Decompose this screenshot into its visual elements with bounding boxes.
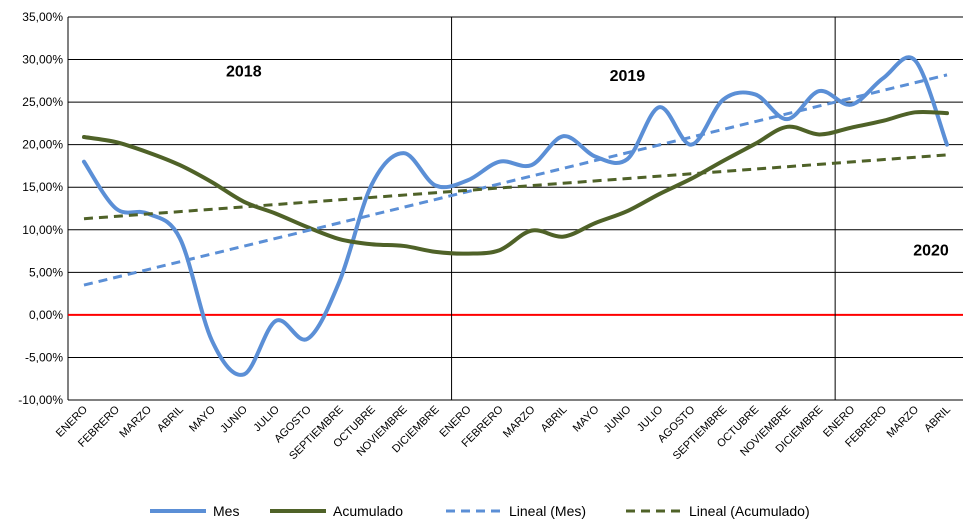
x-tick-label: JULIO — [635, 403, 666, 434]
gridlines — [67, 16, 963, 401]
y-tick-label: 25,00% — [22, 95, 63, 109]
x-tick-label: MAYO — [187, 403, 218, 434]
legend-label-lineal-mes: Lineal (Mes) — [509, 503, 586, 519]
y-tick-label: 30,00% — [22, 53, 63, 67]
year-separators — [451, 17, 836, 400]
series-line-lineal-mes — [83, 73, 948, 287]
series-line-mes — [81, 55, 950, 377]
series-lines — [81, 55, 950, 377]
x-tick-label: JUNIO — [602, 403, 634, 435]
y-tick-label: -5,00% — [25, 350, 63, 364]
y-tick-label: 35,00% — [22, 10, 63, 24]
y-tick-label: -10,00% — [18, 393, 63, 407]
y-tick-label: 0,00% — [29, 308, 63, 322]
year-label: 2019 — [610, 68, 646, 85]
legend-label-mes: Mes — [213, 503, 239, 519]
x-tick-label: ABRIL — [155, 404, 186, 435]
series-line-acumulado — [81, 109, 950, 256]
legend: Mes Acumulado Lineal (Mes) Lineal (Acumulad… — [150, 503, 810, 519]
y-tick-label: 15,00% — [22, 180, 63, 194]
legend-label-acumulado: Acumulado — [333, 503, 403, 519]
y-axis-ticks: -10,00% -5,00% 0,00% 5,00% 10,00% 15,00% 20,00… — [18, 10, 63, 407]
x-tick-label: MARZO — [885, 403, 922, 440]
legend-label-lineal-acumulado: Lineal (Acumulado) — [689, 503, 810, 519]
x-tick-label: MARZO — [117, 403, 154, 440]
year-label: 2018 — [226, 64, 262, 81]
x-tick-label: MARZO — [501, 403, 538, 440]
y-tick-label: 20,00% — [22, 138, 63, 152]
year-labels: 2018 2019 2020 — [226, 64, 949, 260]
y-tick-label: 10,00% — [22, 223, 63, 237]
x-tick-label: JULIO — [251, 403, 282, 434]
x-tick-label: ABRIL — [539, 404, 570, 435]
x-tick-label: MAYO — [571, 403, 602, 434]
year-label: 2020 — [913, 242, 949, 259]
x-tick-label: JUNIO — [218, 403, 250, 435]
series-line-lineal-acumulado — [83, 153, 948, 221]
x-tick-label: ABRIL — [922, 404, 953, 435]
y-tick-label: 5,00% — [29, 265, 63, 279]
